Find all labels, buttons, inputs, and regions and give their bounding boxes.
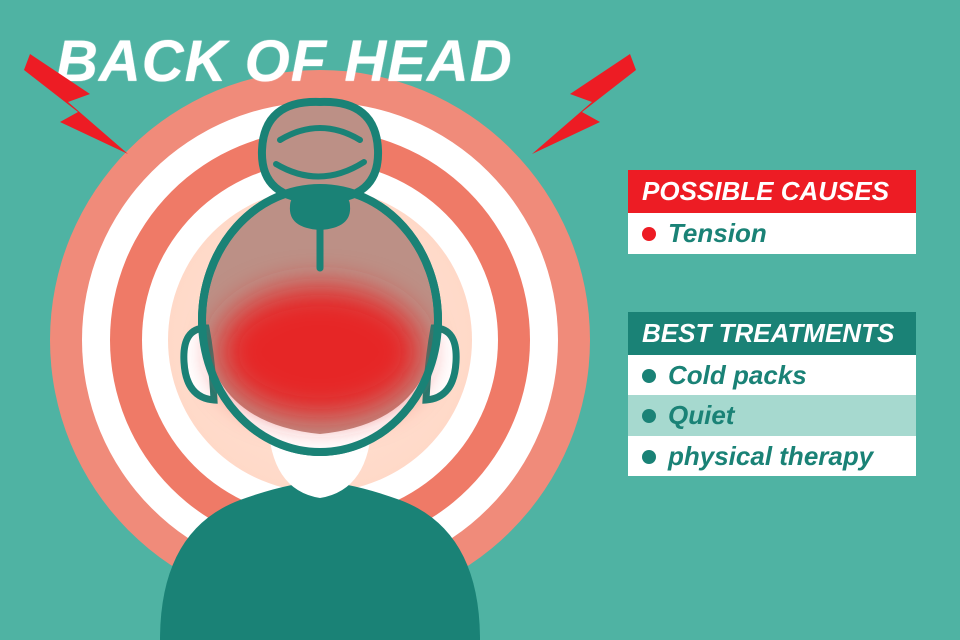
treatments-item-label: physical therapy [668, 442, 873, 471]
causes-block: POSSIBLE CAUSES Tension [628, 170, 916, 254]
pain-area [218, 286, 422, 418]
treatments-item-label: Quiet [668, 401, 734, 430]
bullet-icon [642, 227, 656, 241]
shirt [160, 482, 480, 640]
infographic-canvas: BACK OF HEAD POSSIBLE CAUSES Tension BES… [0, 0, 960, 640]
head-figure [120, 90, 520, 640]
lightning-bolt-right [520, 46, 640, 186]
treatments-header: BEST TREATMENTS [628, 312, 916, 355]
causes-item-label: Tension [668, 219, 767, 248]
bullet-icon [642, 369, 656, 383]
bullet-icon [642, 450, 656, 464]
treatments-item: Quiet [628, 395, 916, 436]
lightning-bolt-left [20, 46, 140, 186]
causes-item: Tension [628, 213, 916, 254]
bullet-icon [642, 409, 656, 423]
causes-header: POSSIBLE CAUSES [628, 170, 916, 213]
treatments-item-label: Cold packs [668, 361, 807, 390]
treatments-block: BEST TREATMENTS Cold packs Quiet physical … [628, 312, 916, 477]
treatments-item: physical therapy [628, 436, 916, 477]
treatments-item: Cold packs [628, 355, 916, 396]
info-panel: POSSIBLE CAUSES Tension BEST TREATMENTS … [628, 170, 916, 476]
